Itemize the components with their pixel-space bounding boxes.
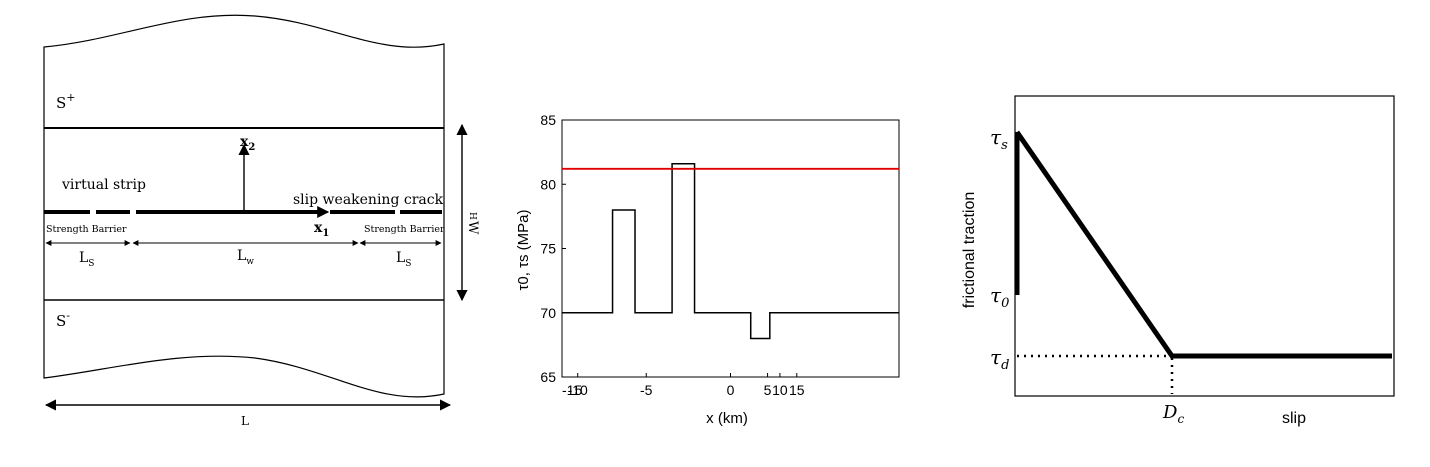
slip-crack-label: slip weakening crack bbox=[293, 192, 444, 208]
dc-label: Dc bbox=[1162, 402, 1184, 426]
s-plus-sup: + bbox=[66, 91, 75, 104]
tau-s-label: τs bbox=[990, 125, 1008, 153]
w-label: W bbox=[465, 221, 480, 235]
l-label: L bbox=[241, 414, 249, 428]
h-label: H bbox=[467, 212, 477, 220]
initial-stress-line bbox=[562, 162, 899, 340]
panel-fault-schematic: S+ S- x2 virtual strip slip weakening cr… bbox=[43, 14, 480, 428]
x-tick-label: 5 bbox=[764, 382, 772, 398]
tau-0-label: τ0 bbox=[990, 283, 1009, 311]
friction-plot-frame bbox=[1014, 95, 1395, 397]
y-tick-label: 80 bbox=[540, 176, 556, 192]
ls-left-label: LS bbox=[79, 250, 94, 269]
panel-stress-chart: 65 70 75 80 85 -15-10 -5 0 5 10 15 x (km) τ0, τs (… bbox=[515, 112, 900, 427]
friction-y-axis-label: frictional traction bbox=[961, 192, 978, 309]
x-tick-label: -15 bbox=[562, 382, 582, 398]
chart-x-axis-label: x (km) bbox=[706, 410, 748, 427]
x-tick-label: -10 bbox=[568, 382, 588, 398]
strength-barrier-left-label: Strength Barrier bbox=[46, 224, 127, 235]
ls-right-label: LS bbox=[396, 250, 411, 269]
x-tick-label: 10 bbox=[772, 382, 788, 398]
lw-label: Lw bbox=[237, 248, 254, 267]
y-tick-label: 85 bbox=[540, 112, 556, 128]
y-tick-label: 65 bbox=[540, 369, 556, 385]
tau-d-label: τd bbox=[990, 345, 1009, 373]
strength-barrier-right-label: Strength Barrier bbox=[364, 224, 445, 235]
s-minus-label: S- bbox=[56, 309, 70, 330]
y-tick-label: 70 bbox=[540, 305, 556, 321]
panel-friction-law: frictional traction slip τs τ0 τd Dc bbox=[961, 95, 1395, 427]
x-tick-label: 0 bbox=[727, 382, 735, 398]
s-minus-sup: - bbox=[66, 309, 70, 322]
s-plus-label: S+ bbox=[56, 91, 76, 112]
chart-series bbox=[562, 162, 899, 340]
x-tick-label: 15 bbox=[789, 382, 805, 398]
virtual-strip-label: virtual strip bbox=[61, 177, 146, 193]
x1-label: x1 bbox=[314, 220, 329, 239]
medium-outline bbox=[43, 14, 445, 398]
x-tick-label: -5 bbox=[640, 382, 653, 398]
friction-x-axis-label: slip bbox=[1282, 410, 1306, 427]
chart-y-axis-label: τ0, τs (MPa) bbox=[515, 209, 532, 290]
y-tick-label: 75 bbox=[540, 241, 556, 257]
slip-weakening-curve bbox=[1014, 130, 1392, 359]
chart-plot-area bbox=[561, 119, 900, 378]
x2-label: x2 bbox=[240, 134, 255, 153]
